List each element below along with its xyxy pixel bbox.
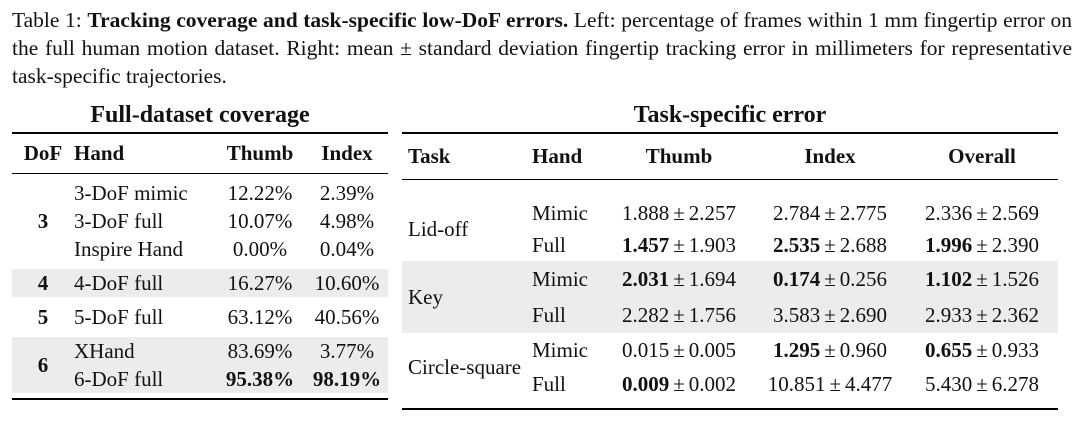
table-row: 4 4-DoF full 16.27% 10.60% [12, 269, 388, 297]
index-cell: 2.39% [319, 180, 375, 205]
table-caption: Table 1: Tracking coverage and task-spec… [12, 6, 1072, 90]
overall-cell: 1.102 ±1.526 [906, 261, 1058, 297]
task-header-thumb: Thumb [645, 143, 713, 168]
hand-cell: Inspire Hand [74, 236, 184, 261]
task-cell: Key [402, 261, 532, 333]
task-header-hand: Hand [532, 143, 583, 168]
coverage-header-thumb: Thumb [226, 140, 294, 165]
thumb-cell: 2.282 ±1.756 [604, 297, 754, 333]
table-row: Full 2.282 ±1.756 3.583 ±2.690 2.933 ±2.362 [402, 297, 1058, 333]
table-row: Lid-off Mimic 1.888 ±2.257 2.784 ±2.775 2.… [402, 197, 1058, 241]
coverage-header-index: Index [321, 140, 373, 165]
index-cell: 3.583 ±2.690 [754, 297, 906, 333]
index-cell: 10.60% [306, 269, 388, 297]
thumb-cell: 83.69% [214, 337, 306, 365]
task-header-task: Task [408, 143, 451, 168]
thumb-cell: 0.00% [232, 236, 288, 261]
thumb-cell: 16.27% [214, 269, 306, 297]
hand-cell: Mimic [532, 200, 588, 225]
dof-cell: 6 [12, 337, 74, 393]
caption-text: Left: percentage of frames within 1 mm f… [12, 8, 1073, 88]
index-cell: 0.174 ±0.256 [754, 261, 906, 297]
hand-cell: Full [532, 297, 604, 333]
overall-cell: 5.430 ±6.278 [924, 371, 1040, 396]
thumb-cell: 95.38% [214, 365, 306, 393]
index-cell: 40.56% [314, 304, 380, 329]
hand-cell: 5-DoF full [74, 304, 164, 329]
caption-title: Tracking coverage and task-specific low-… [87, 8, 569, 32]
coverage-block: Full-dataset coverage DoF Hand Thumb Ind… [12, 100, 388, 400]
coverage-title: Full-dataset coverage [90, 102, 310, 128]
hand-cell: Full [532, 371, 566, 396]
thumb-cell: 0.015 ±0.005 [621, 337, 737, 362]
index-cell: 4.98% [319, 208, 375, 233]
dof-cell: 4 [12, 269, 74, 297]
index-cell: 3.77% [306, 337, 388, 365]
hand-cell: Mimic [532, 261, 604, 297]
task-error-table: Task Hand Thumb Index Overall Lid-off Mi… [402, 132, 1058, 410]
table-row: Circle-square Mimic 0.015 ±0.005 1.295 ±0.… [402, 333, 1058, 379]
table-row: 6-DoF full 95.38% 98.19% [12, 365, 388, 393]
hand-cell: Full [532, 232, 566, 257]
thumb-cell: 12.22% [227, 180, 293, 205]
hand-cell: Mimic [532, 337, 588, 362]
task-header-overall: Overall [948, 143, 1016, 168]
thumb-cell: 63.12% [227, 304, 293, 329]
thumb-cell: 0.009 ±0.002 [621, 371, 737, 396]
thumb-cell: 1.457 ±1.903 [621, 232, 737, 257]
index-cell: 98.19% [306, 365, 388, 393]
coverage-header-dof: DoF [23, 140, 63, 165]
table-row: Key Mimic 2.031 ±1.694 0.174 ±0.256 1.102 ±… [402, 261, 1058, 333]
thumb-cell: 10.07% [227, 208, 293, 233]
overall-cell: 0.655 ±0.933 [924, 337, 1040, 362]
table-row: Full 1.457 ±1.903 2.535 ±2.688 1.996 ±2.390 [402, 229, 1058, 261]
overall-cell: 1.996 ±2.390 [924, 232, 1040, 257]
overall-cell: 2.336 ±2.569 [924, 200, 1040, 225]
thumb-cell: 1.888 ±2.257 [621, 200, 737, 225]
caption-label: Table 1: [12, 8, 82, 32]
task-header-index: Index [804, 143, 856, 168]
table-row: 5 5-DoF full 63.12% 40.56% [12, 303, 388, 331]
hand-cell: 3-DoF mimic [74, 180, 188, 205]
index-cell: 2.784 ±2.775 [772, 200, 888, 225]
coverage-header-row: DoF Hand Thumb Index [12, 133, 388, 173]
task-error-block: Task-specific error Task Hand Thumb Inde… [402, 100, 1058, 410]
table-row: Full 0.009 ±0.002 10.851 ±4.477 5.430 ±6.27… [402, 367, 1058, 401]
hand-cell: 3-DoF full [74, 208, 164, 233]
dof-cell: 3 [37, 208, 49, 233]
index-cell: 1.295 ±0.960 [772, 337, 888, 362]
index-cell: 10.851 ±4.477 [767, 371, 893, 396]
index-cell: 2.535 ±2.688 [772, 232, 888, 257]
index-cell: 0.04% [319, 236, 375, 261]
hand-cell: 4-DoF full [74, 269, 214, 297]
table-row: 6 XHand 83.69% 3.77% [12, 337, 388, 393]
hand-cell: 6-DoF full [74, 365, 214, 393]
task-header-row: Task Hand Thumb Index Overall [402, 133, 1058, 179]
thumb-cell: 2.031 ±1.694 [604, 261, 754, 297]
table-row: 3 3-DoF mimic 12.22% 2.39% [12, 179, 388, 233]
hand-cell: XHand [74, 337, 214, 365]
overall-cell: 2.933 ±2.362 [906, 297, 1058, 333]
dof-cell: 5 [37, 304, 49, 329]
task-cell: Lid-off [408, 216, 469, 241]
coverage-table: DoF Hand Thumb Index 3 3-DoF mimic 12.22… [12, 132, 388, 400]
task-cell: Circle-square [408, 354, 522, 379]
coverage-header-hand: Hand [74, 140, 125, 165]
task-error-title: Task-specific error [633, 102, 827, 128]
table-row: Inspire Hand 0.00% 0.04% [12, 235, 388, 263]
table-row: 3-DoF full 10.07% 4.98% [12, 207, 388, 235]
